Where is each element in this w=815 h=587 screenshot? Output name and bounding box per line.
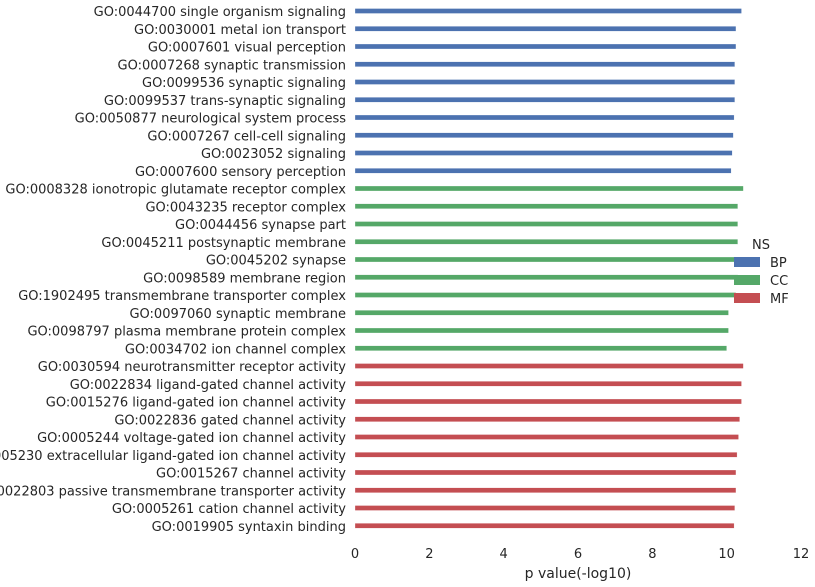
category-label: GO:0015276 ligand-gated ion channel acti… — [46, 396, 347, 411]
bar-bp — [354, 61, 735, 67]
bar-cc — [354, 310, 729, 316]
bar-bp — [354, 8, 742, 14]
bar-mf — [354, 363, 744, 369]
legend-swatch-cc — [734, 275, 760, 285]
x-tick-label: 0 — [351, 547, 359, 562]
category-label: GO:0005230 extracellular ligand-gated io… — [0, 449, 346, 464]
bar-cc — [354, 345, 727, 351]
bar-mf — [354, 434, 739, 440]
category-label: GO:0099536 synaptic signaling — [142, 76, 346, 91]
bar-cc — [354, 221, 738, 227]
bar-cc — [354, 239, 738, 245]
legend-label-bp: BP — [770, 256, 787, 271]
bar-cc — [354, 256, 738, 263]
category-label: GO:0043235 receptor complex — [145, 200, 346, 215]
category-label: GO:0050877 neurological system process — [75, 112, 347, 127]
bar-bp — [354, 114, 735, 121]
bars-group — [354, 8, 744, 529]
bar-cc — [354, 274, 738, 280]
category-label: GO:0005261 cation channel activity — [112, 502, 346, 517]
bar-mf — [354, 505, 735, 511]
x-tick-label: 4 — [500, 547, 508, 562]
category-label: GO:0045202 synapse — [206, 254, 346, 269]
category-labels-group: GO:0044700 single organism signaling GO:0… — [0, 5, 346, 535]
bar-bp — [354, 43, 737, 50]
legend-label-mf: MF — [770, 292, 789, 307]
x-tick-labels-group: 0 2 4 6 8 10 12 — [351, 547, 809, 562]
category-label: GO:0005244 voltage-gated ion channel act… — [37, 431, 346, 446]
category-label: GO:0098589 membrane region — [143, 271, 346, 286]
bar-bp — [354, 132, 734, 138]
bar-bp — [354, 97, 735, 103]
bar-mf — [354, 469, 737, 476]
bar-mf — [354, 398, 742, 405]
bar-cc — [354, 203, 738, 209]
category-label: GO:0098797 plasma membrane protein compl… — [27, 325, 346, 340]
category-label: GO:0030594 neurotransmitter receptor act… — [38, 360, 347, 375]
category-label: GO:0044456 synapse part — [175, 218, 346, 233]
bar-bp — [354, 168, 732, 174]
category-label: GO:0022836 gated channel activity — [114, 413, 346, 428]
legend-title: NS — [752, 238, 770, 253]
bar-mf — [354, 487, 737, 493]
bar-bp — [354, 79, 735, 85]
category-label: GO:0007601 visual perception — [148, 41, 346, 56]
category-label: GO:0034702 ion channel complex — [125, 342, 346, 357]
category-label: GO:0045211 postsynaptic membrane — [101, 236, 346, 251]
x-tick-label: 12 — [793, 547, 810, 562]
category-label: GO:0023052 signaling — [201, 147, 346, 162]
legend-swatch-mf — [734, 293, 760, 303]
bar-cc — [354, 185, 744, 192]
bar-mf — [354, 523, 735, 529]
legend-swatch-bp — [734, 257, 760, 267]
bar-cc — [354, 292, 737, 298]
category-label: GO:0022803 passive transmembrane transpo… — [0, 484, 346, 499]
legend-label-cc: CC — [770, 274, 788, 289]
category-label: GO:0019905 syntaxin binding — [152, 520, 346, 535]
bar-cc — [354, 327, 729, 334]
category-label: GO:0097060 synaptic membrane — [129, 307, 346, 322]
category-label: GO:0030001 metal ion transport — [134, 23, 346, 38]
bar-bp — [354, 26, 737, 32]
x-tick-label: 8 — [648, 547, 656, 562]
category-label: GO:1902495 transmembrane transporter com… — [18, 289, 346, 304]
bar-mf — [354, 452, 738, 458]
bar-mf — [354, 416, 740, 422]
bar-mf — [354, 381, 742, 387]
x-tick-label: 10 — [718, 547, 735, 562]
category-label: GO:0007268 synaptic transmission — [118, 58, 346, 73]
x-tick-label: 2 — [425, 547, 433, 562]
category-label: GO:0008328 ionotropic glutamate receptor… — [5, 183, 346, 198]
category-label: GO:0015267 channel activity — [156, 467, 346, 482]
category-label: GO:0007600 sensory perception — [135, 165, 346, 180]
x-axis-label: p value(-log10) — [525, 566, 632, 582]
category-label: GO:0007267 cell-cell signaling — [147, 129, 346, 144]
x-tick-label: 6 — [574, 547, 582, 562]
category-label: GO:0044700 single organism signaling — [94, 5, 346, 20]
bar-bp — [354, 150, 733, 156]
category-label: GO:0022834 ligand-gated channel activity — [70, 378, 347, 393]
category-label: GO:0099537 trans-synaptic signaling — [104, 94, 346, 109]
